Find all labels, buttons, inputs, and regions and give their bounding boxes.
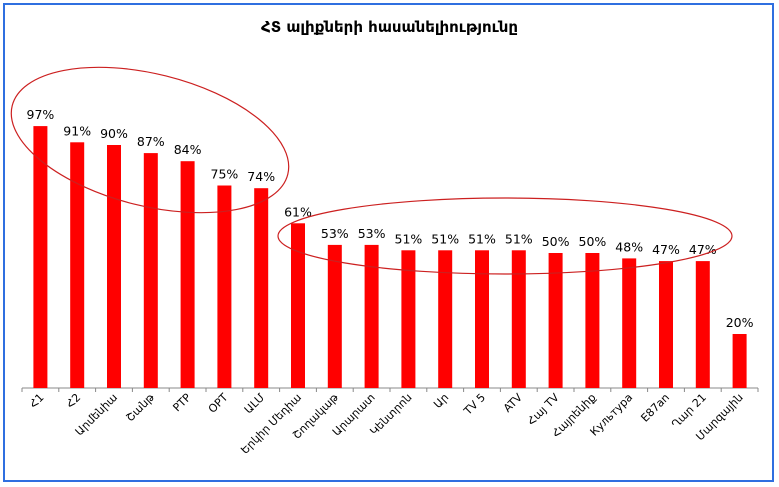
bar-series [33, 126, 747, 388]
bar [695, 261, 710, 388]
category-label: РТР [170, 391, 194, 415]
data-label: 48% [615, 239, 643, 254]
value-labels: 97% 91% 90% 87% 84% 75% 74% 61% 53% 53% 51% 51% 51% 5… [27, 107, 754, 330]
bar [438, 250, 453, 388]
data-label: 87% [137, 134, 165, 149]
top-group-ellipse [10, 66, 290, 214]
bar [107, 145, 121, 388]
bar [585, 253, 600, 388]
category-label: TV 5 [461, 391, 488, 418]
bar [143, 153, 158, 388]
chart-frame [3, 3, 774, 482]
bar [732, 334, 747, 388]
data-label: 51% [431, 231, 459, 246]
category-label: ԱԼՄ [242, 391, 268, 417]
bar [217, 185, 232, 388]
bar [70, 142, 85, 388]
category-label: ОРТ [206, 391, 231, 416]
data-label: 51% [395, 231, 423, 246]
bar [548, 253, 563, 388]
category-label: Е87an [638, 391, 672, 425]
bar [254, 188, 269, 388]
data-label: 61% [284, 204, 312, 219]
category-label: Շանթ [124, 390, 158, 424]
data-label: 97% [27, 107, 55, 122]
data-label: 51% [468, 231, 496, 246]
bar [475, 250, 489, 388]
chart-title: ՀՏ ալիքների հասանելիությունը [260, 18, 519, 36]
chart-axes [21, 387, 759, 392]
data-label: 74% [247, 169, 275, 184]
category-label: Հայ TV [525, 391, 562, 428]
category-label: Ար [431, 391, 451, 411]
data-label: 47% [689, 242, 717, 257]
highlight-ellipses [10, 66, 733, 275]
bar [180, 161, 195, 388]
category-label: ATV [501, 391, 525, 415]
data-label: 47% [652, 242, 680, 257]
data-label: 53% [321, 226, 349, 241]
data-label: 20% [726, 315, 754, 330]
bar [622, 258, 637, 388]
bar [401, 250, 416, 388]
category-label: Հ2 [64, 391, 84, 411]
bar [659, 261, 673, 388]
data-label: 84% [174, 142, 202, 157]
bar [511, 250, 526, 388]
middle-group-ellipse [277, 197, 733, 275]
data-label: 51% [505, 231, 533, 246]
data-label: 50% [542, 234, 570, 249]
category-label: Հ1 [27, 391, 47, 411]
data-label: 53% [358, 226, 386, 241]
data-label: 75% [211, 167, 239, 182]
data-label: 50% [579, 234, 607, 249]
bar [364, 244, 379, 388]
data-label: 90% [100, 126, 128, 141]
bar [33, 126, 48, 388]
bar [327, 244, 342, 388]
data-label: 91% [63, 123, 91, 138]
bar [291, 223, 305, 388]
